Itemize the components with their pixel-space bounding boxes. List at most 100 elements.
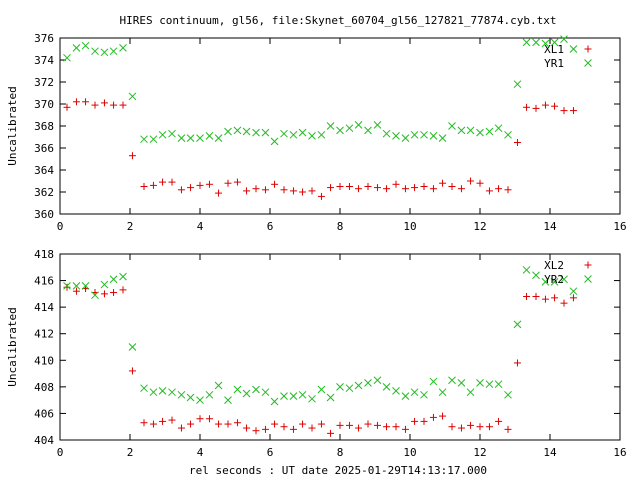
data-point [354,381,363,390]
data-point [494,124,503,133]
x-axis-label: rel seconds : UT date 2025-01-29T14:13:1… [189,464,487,477]
legend-label: YR2 [544,273,564,286]
marker-stroke [457,126,466,135]
marker-stroke [466,126,475,135]
data-point [504,425,512,433]
data-point [215,189,223,197]
x-tick-label: 12 [473,446,486,459]
y-tick-label: 366 [34,142,54,155]
data-point [317,385,326,394]
data-point [457,185,465,193]
marker-stroke [550,278,559,286]
marker-stroke [233,385,242,394]
data-point [541,278,550,286]
marker-stroke [109,275,118,284]
marker-stroke [560,275,568,284]
data-point [326,122,335,130]
data-point [429,132,438,140]
data-point [270,397,279,406]
data-point [345,183,353,190]
marker-stroke [420,130,428,139]
data-point [569,45,578,53]
series-yr2 [63,266,578,406]
marker-stroke [81,41,90,50]
data-point [560,35,568,43]
marker-stroke [242,389,251,398]
data-point [140,384,148,393]
x-tick-label: 4 [197,220,204,233]
data-point [196,415,204,423]
y-tick-label: 374 [34,54,54,67]
data-point [383,423,391,431]
marker-stroke [326,393,335,402]
x-tick-label: 0 [57,220,64,233]
data-point [532,104,540,112]
marker-stroke [205,132,214,140]
x-tick-label: 0 [57,446,64,459]
marker-stroke [270,137,279,146]
data-point [242,389,251,398]
data-point [411,184,419,192]
data-point [317,192,325,200]
data-point [373,184,381,192]
data-point [532,293,540,301]
marker-stroke [354,381,363,390]
data-point [109,275,118,284]
data-point [205,132,214,140]
data-point [560,275,568,284]
marker-stroke [584,275,592,283]
data-point [119,44,127,52]
marker-stroke [252,128,260,137]
data-point [355,424,363,432]
chart-title: HIRES continuum, gl56, file:Skynet_60704… [119,14,556,27]
marker-stroke [289,130,298,139]
series-xl1 [63,98,577,200]
marker-stroke [119,272,127,281]
legend-marker [584,261,592,269]
data-point [504,186,512,194]
marker-stroke [149,388,158,397]
data-point [392,423,400,431]
data-point [186,134,195,142]
data-point [355,185,363,193]
data-point [401,134,410,142]
marker-stroke [308,394,316,403]
data-point [476,128,484,137]
data-point [109,47,118,56]
data-point [438,388,447,397]
data-point [420,183,428,190]
data-point [140,419,148,427]
legend-marker [584,45,592,53]
marker-stroke [401,392,410,401]
data-point [383,185,391,193]
marker-stroke [280,392,288,401]
data-point [289,392,298,401]
marker-stroke [261,388,270,397]
data-point [532,271,540,280]
data-point [205,415,213,423]
data-point [336,383,344,391]
marker-stroke [345,384,354,393]
y-tick-label: 418 [34,248,54,261]
data-point [252,385,260,394]
data-point [336,421,344,429]
data-point [100,99,108,107]
marker-stroke [224,396,232,404]
data-point [308,187,316,195]
marker-stroke [429,377,438,386]
data-point [91,47,99,56]
data-point [149,181,157,189]
data-point [159,417,167,425]
data-point [81,282,90,290]
marker-stroke [81,282,90,290]
data-point [196,396,204,404]
y-tick-label: 416 [34,275,54,288]
data-point [476,423,484,431]
data-point [382,383,391,391]
marker-stroke [128,343,137,351]
y-tick-label: 410 [34,354,54,367]
marker-stroke [63,53,71,62]
marker-stroke [364,126,372,135]
data-point [541,101,549,109]
marker-stroke [345,124,354,133]
